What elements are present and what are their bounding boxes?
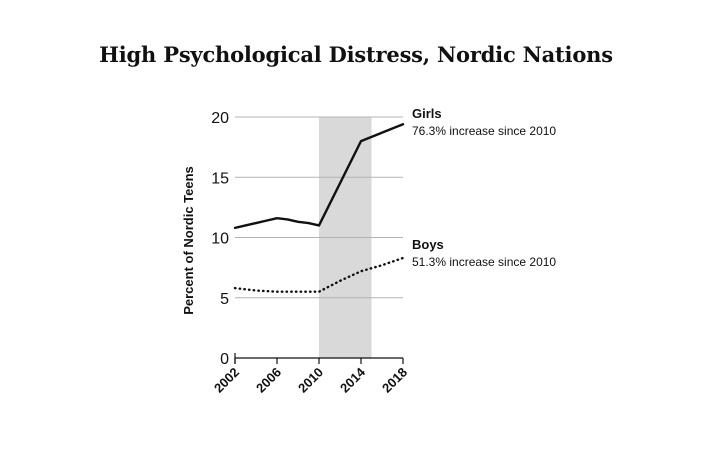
x-tick-label: 2002	[211, 365, 242, 396]
axis-layer	[234, 353, 404, 364]
y-axis-label: Percent of Nordic Teens	[181, 166, 196, 315]
grid-layer	[235, 116, 403, 299]
x-tick-label: 2018	[379, 365, 410, 396]
y-tick-label: 15	[211, 170, 229, 187]
y-tick-label: 5	[220, 291, 229, 308]
series-line-boys	[233, 256, 405, 293]
series-name-label: Girls	[412, 106, 442, 121]
series-name-label: Boys	[412, 237, 444, 252]
y-tick-label: 20	[211, 110, 229, 127]
chart-title: High Psychological Distress, Nordic Nati…	[99, 42, 613, 67]
series-layer	[233, 123, 405, 293]
x-tick-label: 2006	[253, 365, 284, 396]
x-tick-label: 2014	[337, 364, 369, 396]
series-note-label: 51.3% increase since 2010	[412, 255, 556, 269]
series-note-label: 76.3% increase since 2010	[412, 124, 556, 138]
x-tick-label: 2010	[295, 365, 326, 396]
series-line-girls	[233, 123, 405, 230]
y-tick-label: 0	[220, 351, 229, 368]
y-tick-label: 10	[211, 231, 229, 248]
